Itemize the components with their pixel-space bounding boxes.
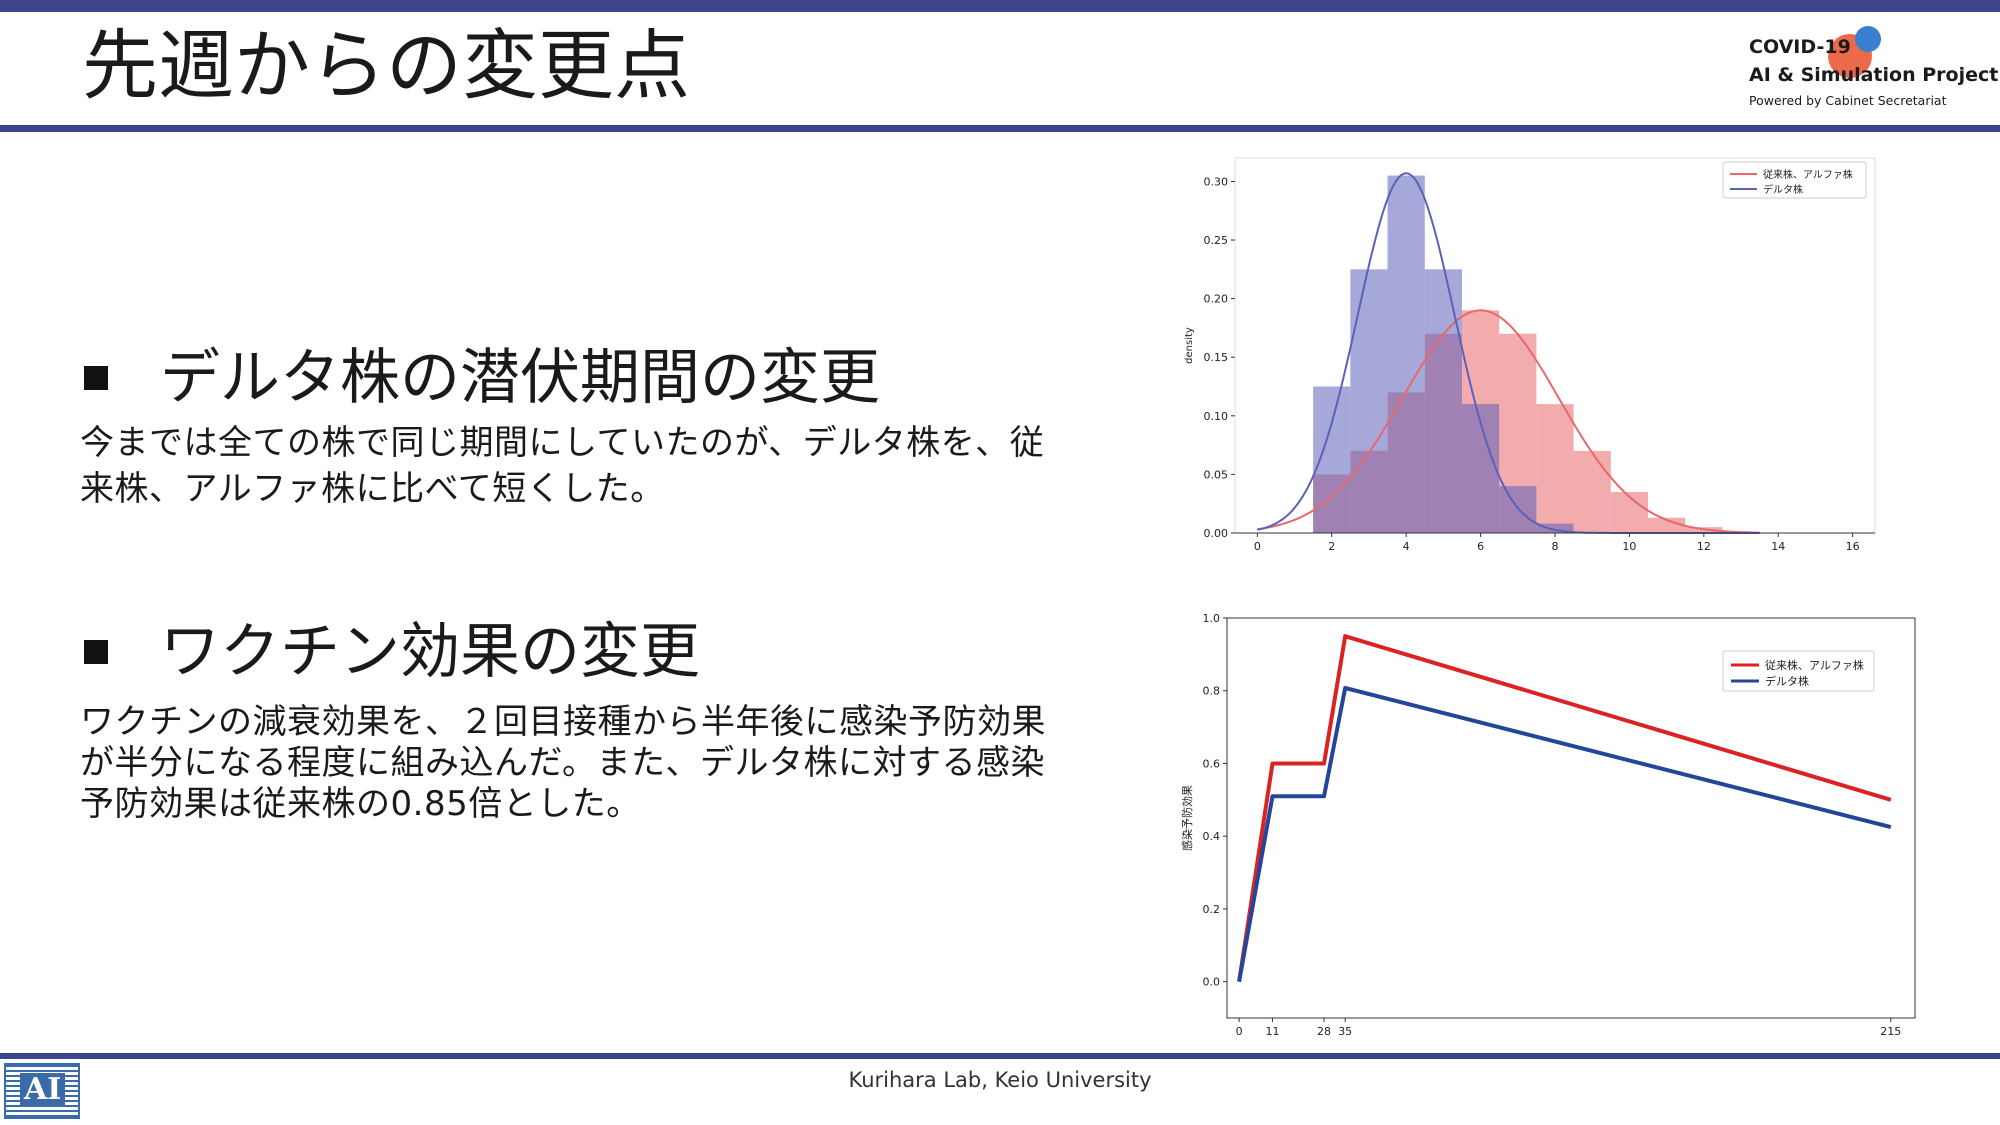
- y-tick-label: 0.0: [1203, 976, 1221, 989]
- x-tick-label: 14: [1771, 540, 1785, 553]
- line-chart-svg: 0 11 28 35 215 0.0 0.2 0.4 0.6 0.8 1.0 感染予防効果 従来株、アル…: [1180, 612, 1916, 1038]
- histogram-bar: [1536, 523, 1574, 533]
- y-axis-label: density: [1184, 327, 1195, 364]
- histogram-svg: 0 2 4 6 8 10 12 14 16 0.00 0.05 0.10 0.15 0.20 0.25 0.3…: [1184, 157, 1876, 553]
- top-accent-bar: [0, 0, 2000, 12]
- section-body: ワクチンの減衰効果を、２回目接種から半年後に感染予防効果 が半分になる程度に組み…: [80, 702, 1046, 824]
- x-tick-label: 2: [1328, 540, 1335, 553]
- y-tick-label: 0.6: [1203, 757, 1221, 770]
- x-tick-label: 215: [1880, 1025, 1901, 1038]
- legend-label: デルタ株: [1765, 674, 1809, 688]
- x-tick-label: 8: [1552, 540, 1559, 553]
- y-tick-label: 1.0: [1203, 612, 1221, 625]
- x-tick-label: 16: [1846, 540, 1860, 553]
- section-heading-text: デルタ株の潜伏期間の変更: [160, 343, 880, 413]
- header-divider: [0, 125, 2000, 132]
- x-tick-label: 11: [1265, 1025, 1279, 1038]
- y-tick-label: 0.4: [1203, 830, 1221, 843]
- x-tick-label: 10: [1622, 540, 1636, 553]
- project-logo: COVID-19 AI & Simulation Project Powered…: [1745, 26, 1998, 116]
- square-bullet-icon: [84, 366, 108, 390]
- y-tick-label: 0.00: [1204, 527, 1229, 540]
- section-heading: ワクチン効果の変更: [80, 612, 1140, 692]
- y-tick-label: 0.20: [1204, 293, 1229, 306]
- y-tick-label: 0.05: [1204, 468, 1229, 481]
- square-bullet-icon: [84, 640, 108, 664]
- section-body: 今までは全ての株で同じ期間にしていたのが、デルタ株を、従 来株、アルファ株に比べ…: [80, 423, 1045, 509]
- histogram-bar: [1387, 175, 1425, 533]
- y-tick-label: 0.8: [1203, 685, 1221, 698]
- incubation-histogram-chart: 0 2 4 6 8 10 12 14 16 0.00 0.05 0.10 0.15 0.20 0.25 0.3…: [1180, 150, 1880, 560]
- histogram-bar: [1648, 517, 1686, 533]
- histogram-bar: [1499, 486, 1537, 533]
- lab-logo-text: AI: [20, 1073, 66, 1107]
- section-heading-text: ワクチン効果の変更: [160, 617, 700, 687]
- section-incubation: デルタ株の潜伏期間の変更 今までは全ての株で同じ期間にしていたのが、デルタ株を、…: [80, 338, 1140, 512]
- slide-title: 先週からの変更点: [82, 21, 690, 110]
- legend-box: [1722, 650, 1875, 692]
- histogram-bar: [1313, 386, 1351, 533]
- density-curve-0: [1257, 309, 1760, 534]
- x-tick-label: 35: [1338, 1025, 1352, 1038]
- efficacy-line-0: [1237, 634, 1892, 982]
- histogram-bar: [1573, 450, 1611, 533]
- histogram-bar: [1424, 269, 1462, 533]
- y-axis-label: 感染予防効果: [1180, 785, 1194, 851]
- logo-line-2: AI & Simulation Project: [1749, 64, 1999, 86]
- histogram-bar: [1610, 491, 1649, 533]
- logo-blue-circle: [1855, 26, 1881, 52]
- histogram-bar: [1536, 404, 1574, 533]
- legend-box: [1722, 161, 1867, 199]
- y-tick-label: 0.30: [1204, 175, 1229, 188]
- vaccine-efficacy-chart: 0 11 28 35 215 0.0 0.2 0.4 0.6 0.8 1.0 感染予防効果 従来株、アル…: [1180, 608, 1920, 1048]
- histogram-series-1: [1313, 175, 1574, 533]
- logo-line-3: Powered by Cabinet Secretariat: [1749, 93, 1947, 108]
- y-tick-label: 0.10: [1204, 410, 1229, 423]
- lab-logo: AI: [4, 1063, 80, 1119]
- y-tick-label: 0.15: [1204, 351, 1229, 364]
- y-tick-label: 0.25: [1204, 234, 1229, 247]
- x-tick-label: 0: [1254, 540, 1261, 553]
- section-vaccine: ワクチン効果の変更 ワクチンの減衰効果を、２回目接種から半年後に感染予防効果 が…: [80, 612, 1140, 825]
- x-tick-label: 28: [1317, 1025, 1331, 1038]
- logo-line-1: COVID-19: [1749, 36, 1851, 58]
- x-tick-label: 0: [1236, 1025, 1243, 1038]
- histogram-bar: [1350, 269, 1388, 533]
- x-tick-label: 4: [1403, 540, 1410, 553]
- legend-label: デルタ株: [1763, 183, 1803, 196]
- section-heading: デルタ株の潜伏期間の変更: [80, 338, 1140, 418]
- efficacy-line-1: [1237, 686, 1892, 982]
- x-tick-label: 12: [1697, 540, 1711, 553]
- legend-label: 従来株、アルファ株: [1765, 658, 1864, 672]
- footer-credit: Kurihara Lab, Keio University: [848, 1068, 1152, 1092]
- x-tick-label: 6: [1477, 540, 1484, 553]
- legend-label: 従来株、アルファ株: [1763, 168, 1853, 181]
- footer-divider: [0, 1053, 2000, 1059]
- y-tick-label: 0.2: [1203, 903, 1221, 916]
